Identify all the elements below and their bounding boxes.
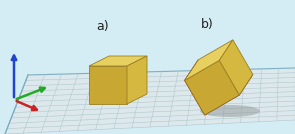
Polygon shape <box>205 75 253 115</box>
Polygon shape <box>5 68 295 134</box>
Polygon shape <box>89 66 127 104</box>
Text: a): a) <box>97 20 109 33</box>
Polygon shape <box>89 56 147 66</box>
Polygon shape <box>219 40 253 95</box>
Polygon shape <box>185 40 233 80</box>
Polygon shape <box>185 60 239 115</box>
Polygon shape <box>127 56 147 104</box>
Ellipse shape <box>200 105 260 117</box>
Polygon shape <box>185 60 218 115</box>
Text: b): b) <box>201 18 213 31</box>
